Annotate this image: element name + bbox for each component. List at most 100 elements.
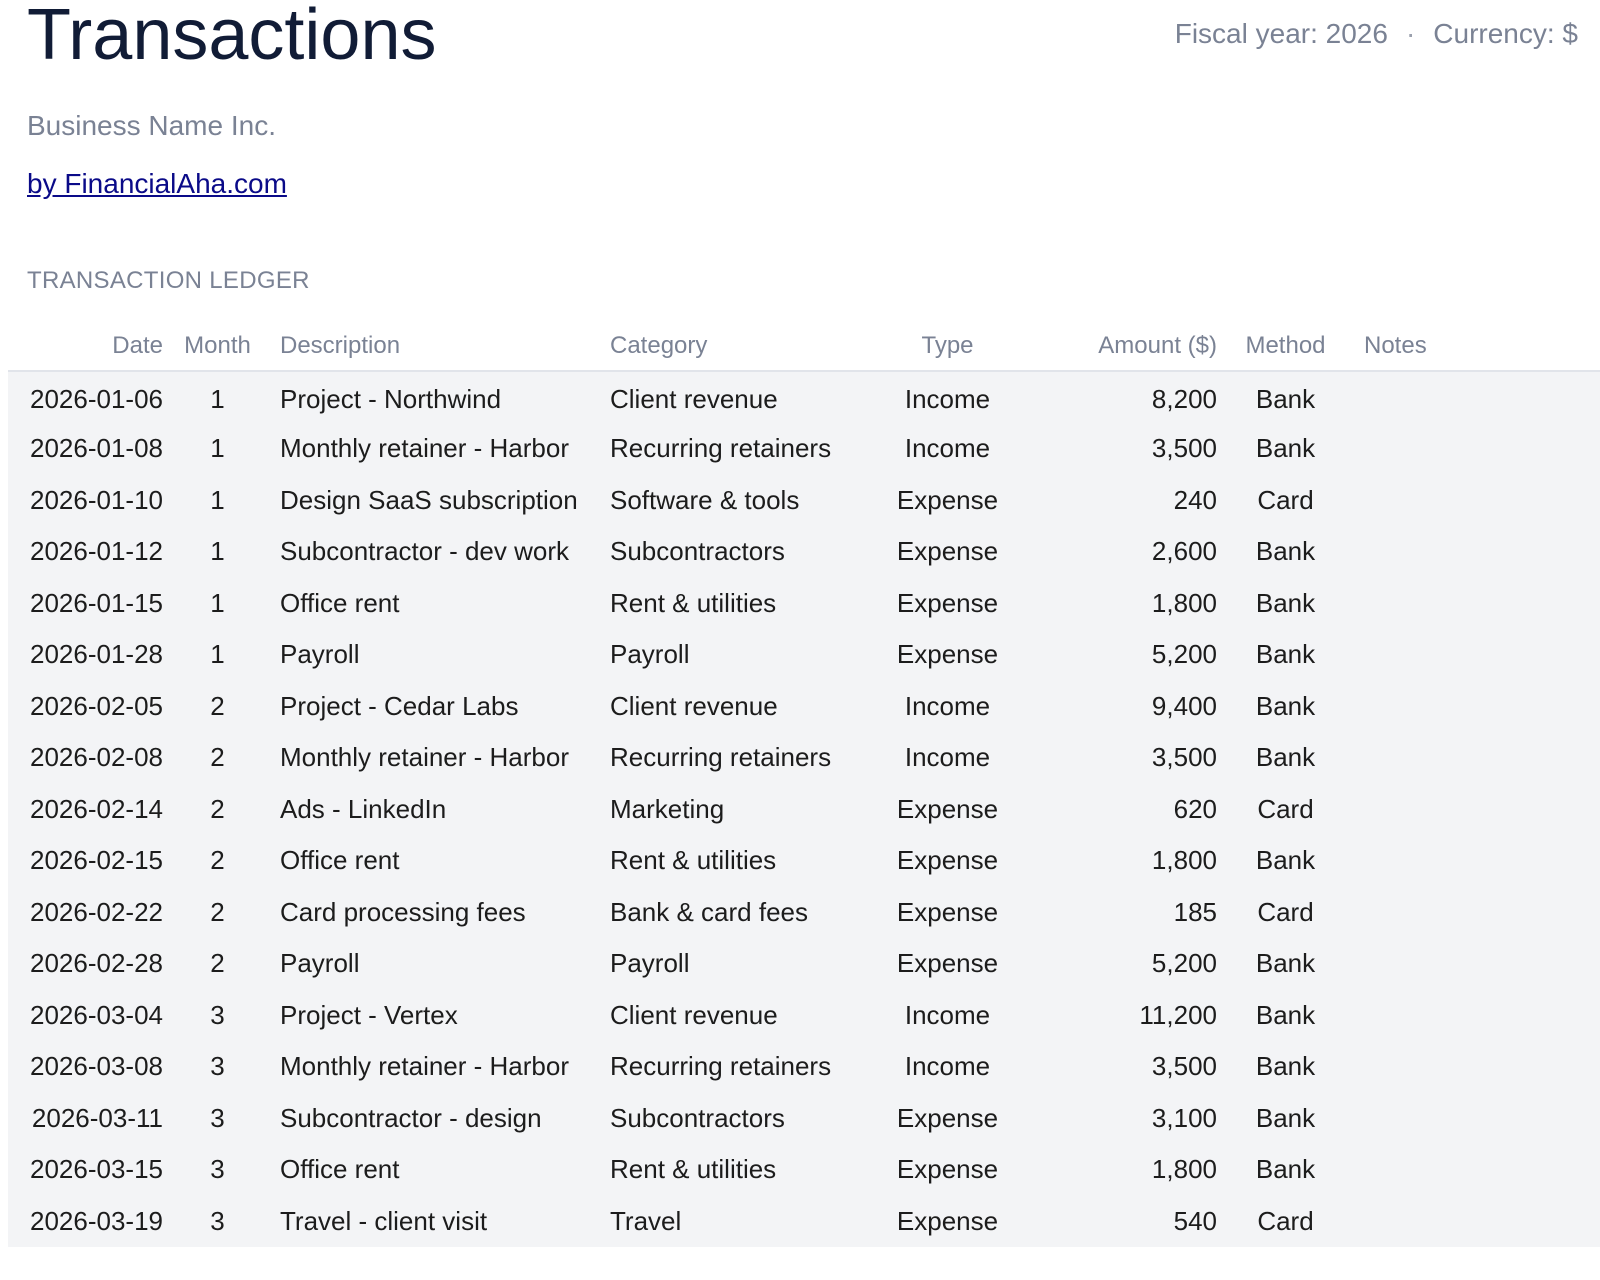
cell-description: Project - Cedar Labs xyxy=(280,690,519,721)
cell-category: Payroll xyxy=(610,948,690,979)
table-row[interactable]: 2026-01-06 1 Project - Northwind Client rev… xyxy=(8,371,1600,423)
cell-notes[interactable] xyxy=(1344,938,1600,990)
cell-notes[interactable] xyxy=(1344,629,1600,681)
column-header-method[interactable]: Method xyxy=(1227,322,1344,372)
column-header-category[interactable]: Category xyxy=(602,322,867,372)
ledger-body: 2026-01-06 1 Project - Northwind Client rev… xyxy=(8,371,1600,1247)
cell-amount: 185 xyxy=(1173,896,1217,927)
column-header-notes[interactable]: Notes xyxy=(1344,322,1600,372)
cell-notes[interactable] xyxy=(1344,423,1600,475)
cell-method: Bank xyxy=(1255,1154,1316,1185)
cell-notes[interactable] xyxy=(1344,783,1600,835)
table-row[interactable]: 2026-02-22 2 Card processing fees Bank & ca… xyxy=(8,886,1600,938)
cell-month: 2 xyxy=(210,845,225,876)
cell-date: 2026-03-11 xyxy=(31,1102,163,1133)
table-row[interactable]: 2026-01-28 1 Payroll Payroll Expense 5,200 Ban… xyxy=(8,629,1600,681)
column-header-type[interactable]: Type xyxy=(867,322,1028,372)
cell-method: Card xyxy=(1257,793,1314,824)
cell-date: 2026-02-08 xyxy=(30,742,163,773)
table-row[interactable]: 2026-02-05 2 Project - Cedar Labs Client re… xyxy=(8,680,1600,732)
cell-category: Marketing xyxy=(610,793,725,824)
cell-category: Client revenue xyxy=(610,999,778,1030)
cell-date: 2026-02-05 xyxy=(30,690,163,721)
cell-type: Expense xyxy=(896,1102,999,1133)
cell-amount: 1,800 xyxy=(1151,587,1217,618)
cell-description: Payroll xyxy=(280,639,360,670)
cell-method: Card xyxy=(1257,896,1314,927)
cell-month: 2 xyxy=(210,896,225,927)
cell-date: 2026-02-28 xyxy=(30,948,163,979)
table-row[interactable]: 2026-03-15 3 Office rent Rent & utilities Ex… xyxy=(8,1144,1600,1196)
cell-method: Bank xyxy=(1255,433,1316,464)
table-row[interactable]: 2026-03-08 3 Monthly retainer - Harbor Recu… xyxy=(8,1041,1600,1093)
cell-notes[interactable] xyxy=(1344,1144,1600,1196)
cell-description: Subcontractor - design xyxy=(280,1102,542,1133)
cell-month: 3 xyxy=(210,1154,225,1185)
cell-notes[interactable] xyxy=(1344,732,1600,784)
page-meta: Fiscal year: 2026 · Currency: $ xyxy=(1175,16,1578,52)
cell-month: 1 xyxy=(210,433,225,464)
cell-amount: 5,200 xyxy=(1151,948,1217,979)
cell-category: Recurring retainers xyxy=(610,1051,832,1082)
cell-method: Bank xyxy=(1255,383,1316,414)
table-row[interactable]: 2026-03-11 3 Subcontractor - design Subcont… xyxy=(8,1092,1600,1144)
table-row[interactable]: 2026-01-15 1 Office rent Rent & utilities Ex… xyxy=(8,577,1600,629)
cell-notes[interactable] xyxy=(1344,474,1600,526)
column-header-month[interactable]: Month xyxy=(175,322,260,372)
cell-notes[interactable] xyxy=(1344,1041,1600,1093)
cell-month: 3 xyxy=(210,999,225,1030)
cell-notes[interactable] xyxy=(1344,371,1600,423)
cell-amount: 3,100 xyxy=(1151,1102,1217,1133)
column-header-date[interactable]: Date xyxy=(8,322,175,372)
cell-date: 2026-02-22 xyxy=(30,896,163,927)
cell-method: Bank xyxy=(1255,536,1316,567)
cell-month: 2 xyxy=(210,793,225,824)
credit-link[interactable]: by FinancialAha.com xyxy=(27,168,287,199)
cell-date: 2026-01-15 xyxy=(30,587,163,618)
cell-type: Expense xyxy=(896,948,999,979)
table-row[interactable]: 2026-01-08 1 Monthly retainer - Harbor Recu… xyxy=(8,423,1600,475)
cell-description: Design SaaS subscription xyxy=(280,484,578,515)
cell-notes[interactable] xyxy=(1344,886,1600,938)
table-row[interactable]: 2026-02-08 2 Monthly retainer - Harbor Recu… xyxy=(8,732,1600,784)
cell-amount: 5,200 xyxy=(1151,639,1217,670)
table-row[interactable]: 2026-01-10 1 Design SaaS subscription Softw… xyxy=(8,474,1600,526)
cell-notes[interactable] xyxy=(1344,526,1600,578)
cell-description: Project - Northwind xyxy=(280,383,502,414)
cell-notes[interactable] xyxy=(1344,989,1600,1041)
table-row[interactable]: 2026-02-28 2 Payroll Payroll Expense 5,200 Ban… xyxy=(8,938,1600,990)
cell-amount: 3,500 xyxy=(1151,433,1217,464)
cell-amount: 620 xyxy=(1173,793,1217,824)
transaction-ledger-table: Date Month Description Category Type Amo… xyxy=(8,322,1600,1247)
cell-amount: 11,200 xyxy=(1139,999,1217,1030)
table-row[interactable]: 2026-02-15 2 Office rent Rent & utilities Ex… xyxy=(8,835,1600,887)
cell-notes[interactable] xyxy=(1344,835,1600,887)
table-row[interactable]: 2026-01-12 1 Subcontractor - dev work Subco… xyxy=(8,526,1600,578)
table-row[interactable]: 2026-02-14 2 Ads - LinkedIn Marketing Expens… xyxy=(8,783,1600,835)
cell-type: Expense xyxy=(896,639,999,670)
cell-type: Expense xyxy=(896,1154,999,1185)
meta-separator: · xyxy=(1405,18,1416,49)
column-header-description[interactable]: Description xyxy=(260,322,602,372)
cell-amount: 1,800 xyxy=(1151,845,1217,876)
cell-date: 2026-01-12 xyxy=(30,536,163,567)
cell-description: Monthly retainer - Harbor xyxy=(280,433,569,464)
cell-date: 2026-02-15 xyxy=(30,845,163,876)
fiscal-year: Fiscal year: 2026 xyxy=(1174,18,1388,49)
table-row[interactable]: 2026-03-04 3 Project - Vertex Client revenu… xyxy=(8,989,1600,1041)
column-header-amount[interactable]: Amount ($) xyxy=(1028,322,1227,372)
cell-method: Card xyxy=(1257,484,1314,515)
cell-notes[interactable] xyxy=(1344,577,1600,629)
cell-method: Bank xyxy=(1255,845,1316,876)
cell-category: Travel xyxy=(610,1205,682,1236)
cell-method: Bank xyxy=(1255,587,1316,618)
cell-month: 2 xyxy=(210,948,225,979)
business-name: Business Name Inc. xyxy=(27,110,276,141)
cell-notes[interactable] xyxy=(1344,680,1600,732)
table-header-row: Date Month Description Category Type Amo… xyxy=(8,322,1600,372)
cell-description: Office rent xyxy=(280,1154,400,1185)
cell-date: 2026-01-28 xyxy=(30,639,163,670)
table-row[interactable]: 2026-03-19 3 Travel - client visit Travel Ex… xyxy=(8,1195,1600,1247)
cell-notes[interactable] xyxy=(1344,1195,1600,1247)
cell-notes[interactable] xyxy=(1344,1092,1600,1144)
